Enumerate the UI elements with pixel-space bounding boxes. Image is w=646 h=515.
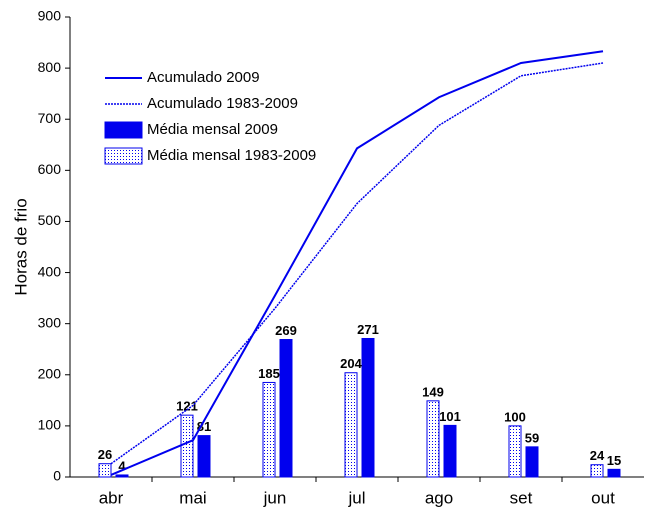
value-label: 269	[275, 323, 297, 338]
bar	[98, 463, 112, 478]
value-label: 59	[525, 430, 539, 445]
bar	[197, 435, 211, 478]
legend-label: Acumulado 1983-2009	[147, 95, 298, 112]
x-tick-label: jun	[263, 488, 287, 507]
bar	[443, 424, 457, 478]
value-label: 4	[118, 458, 126, 473]
y-axis-title: Horas de frio	[11, 198, 30, 295]
value-label: 26	[98, 447, 112, 462]
x-tick-label: set	[510, 488, 533, 507]
legend-swatch	[104, 147, 143, 165]
x-tick-label: out	[591, 488, 615, 507]
bar	[525, 446, 539, 478]
bar	[426, 400, 440, 478]
value-label: 15	[607, 453, 621, 468]
y-tick-label: 300	[38, 314, 62, 330]
bar	[361, 337, 375, 478]
legend-label: Acumulado 2009	[147, 69, 260, 86]
bar	[607, 468, 621, 478]
bar	[344, 372, 358, 478]
value-label: 271	[357, 322, 379, 337]
bar	[590, 464, 604, 478]
bar	[508, 425, 522, 478]
value-label: 185	[258, 366, 280, 381]
x-tick-label: jul	[347, 488, 365, 507]
y-tick-label: 400	[38, 263, 62, 279]
y-tick-label: 500	[38, 212, 62, 228]
x-tick-label: abr	[99, 488, 124, 507]
legend-label: Média mensal 2009	[147, 121, 278, 138]
bar	[262, 381, 276, 478]
legend-label: Média mensal 1983-2009	[147, 147, 316, 164]
value-label: 101	[439, 409, 461, 424]
value-label: 149	[422, 384, 444, 399]
value-label: 204	[340, 356, 362, 371]
bar	[115, 474, 129, 478]
y-tick-label: 100	[38, 417, 62, 433]
line	[110, 50, 604, 476]
y-tick-label: 0	[53, 468, 61, 484]
value-label: 100	[504, 409, 526, 424]
y-tick-label: 900	[38, 8, 62, 24]
bar	[279, 339, 293, 478]
y-tick-label: 200	[38, 365, 62, 381]
line	[110, 62, 604, 465]
x-tick-label: mai	[179, 488, 206, 507]
y-tick-label: 800	[38, 59, 62, 75]
value-label: 81	[197, 419, 211, 434]
bar	[180, 414, 194, 478]
y-tick-label: 700	[38, 110, 62, 126]
y-tick-label: 600	[38, 161, 62, 177]
x-tick-label: ago	[425, 488, 453, 507]
value-label: 24	[590, 448, 605, 463]
value-label: 121	[176, 399, 198, 414]
legend-swatch	[104, 121, 143, 139]
